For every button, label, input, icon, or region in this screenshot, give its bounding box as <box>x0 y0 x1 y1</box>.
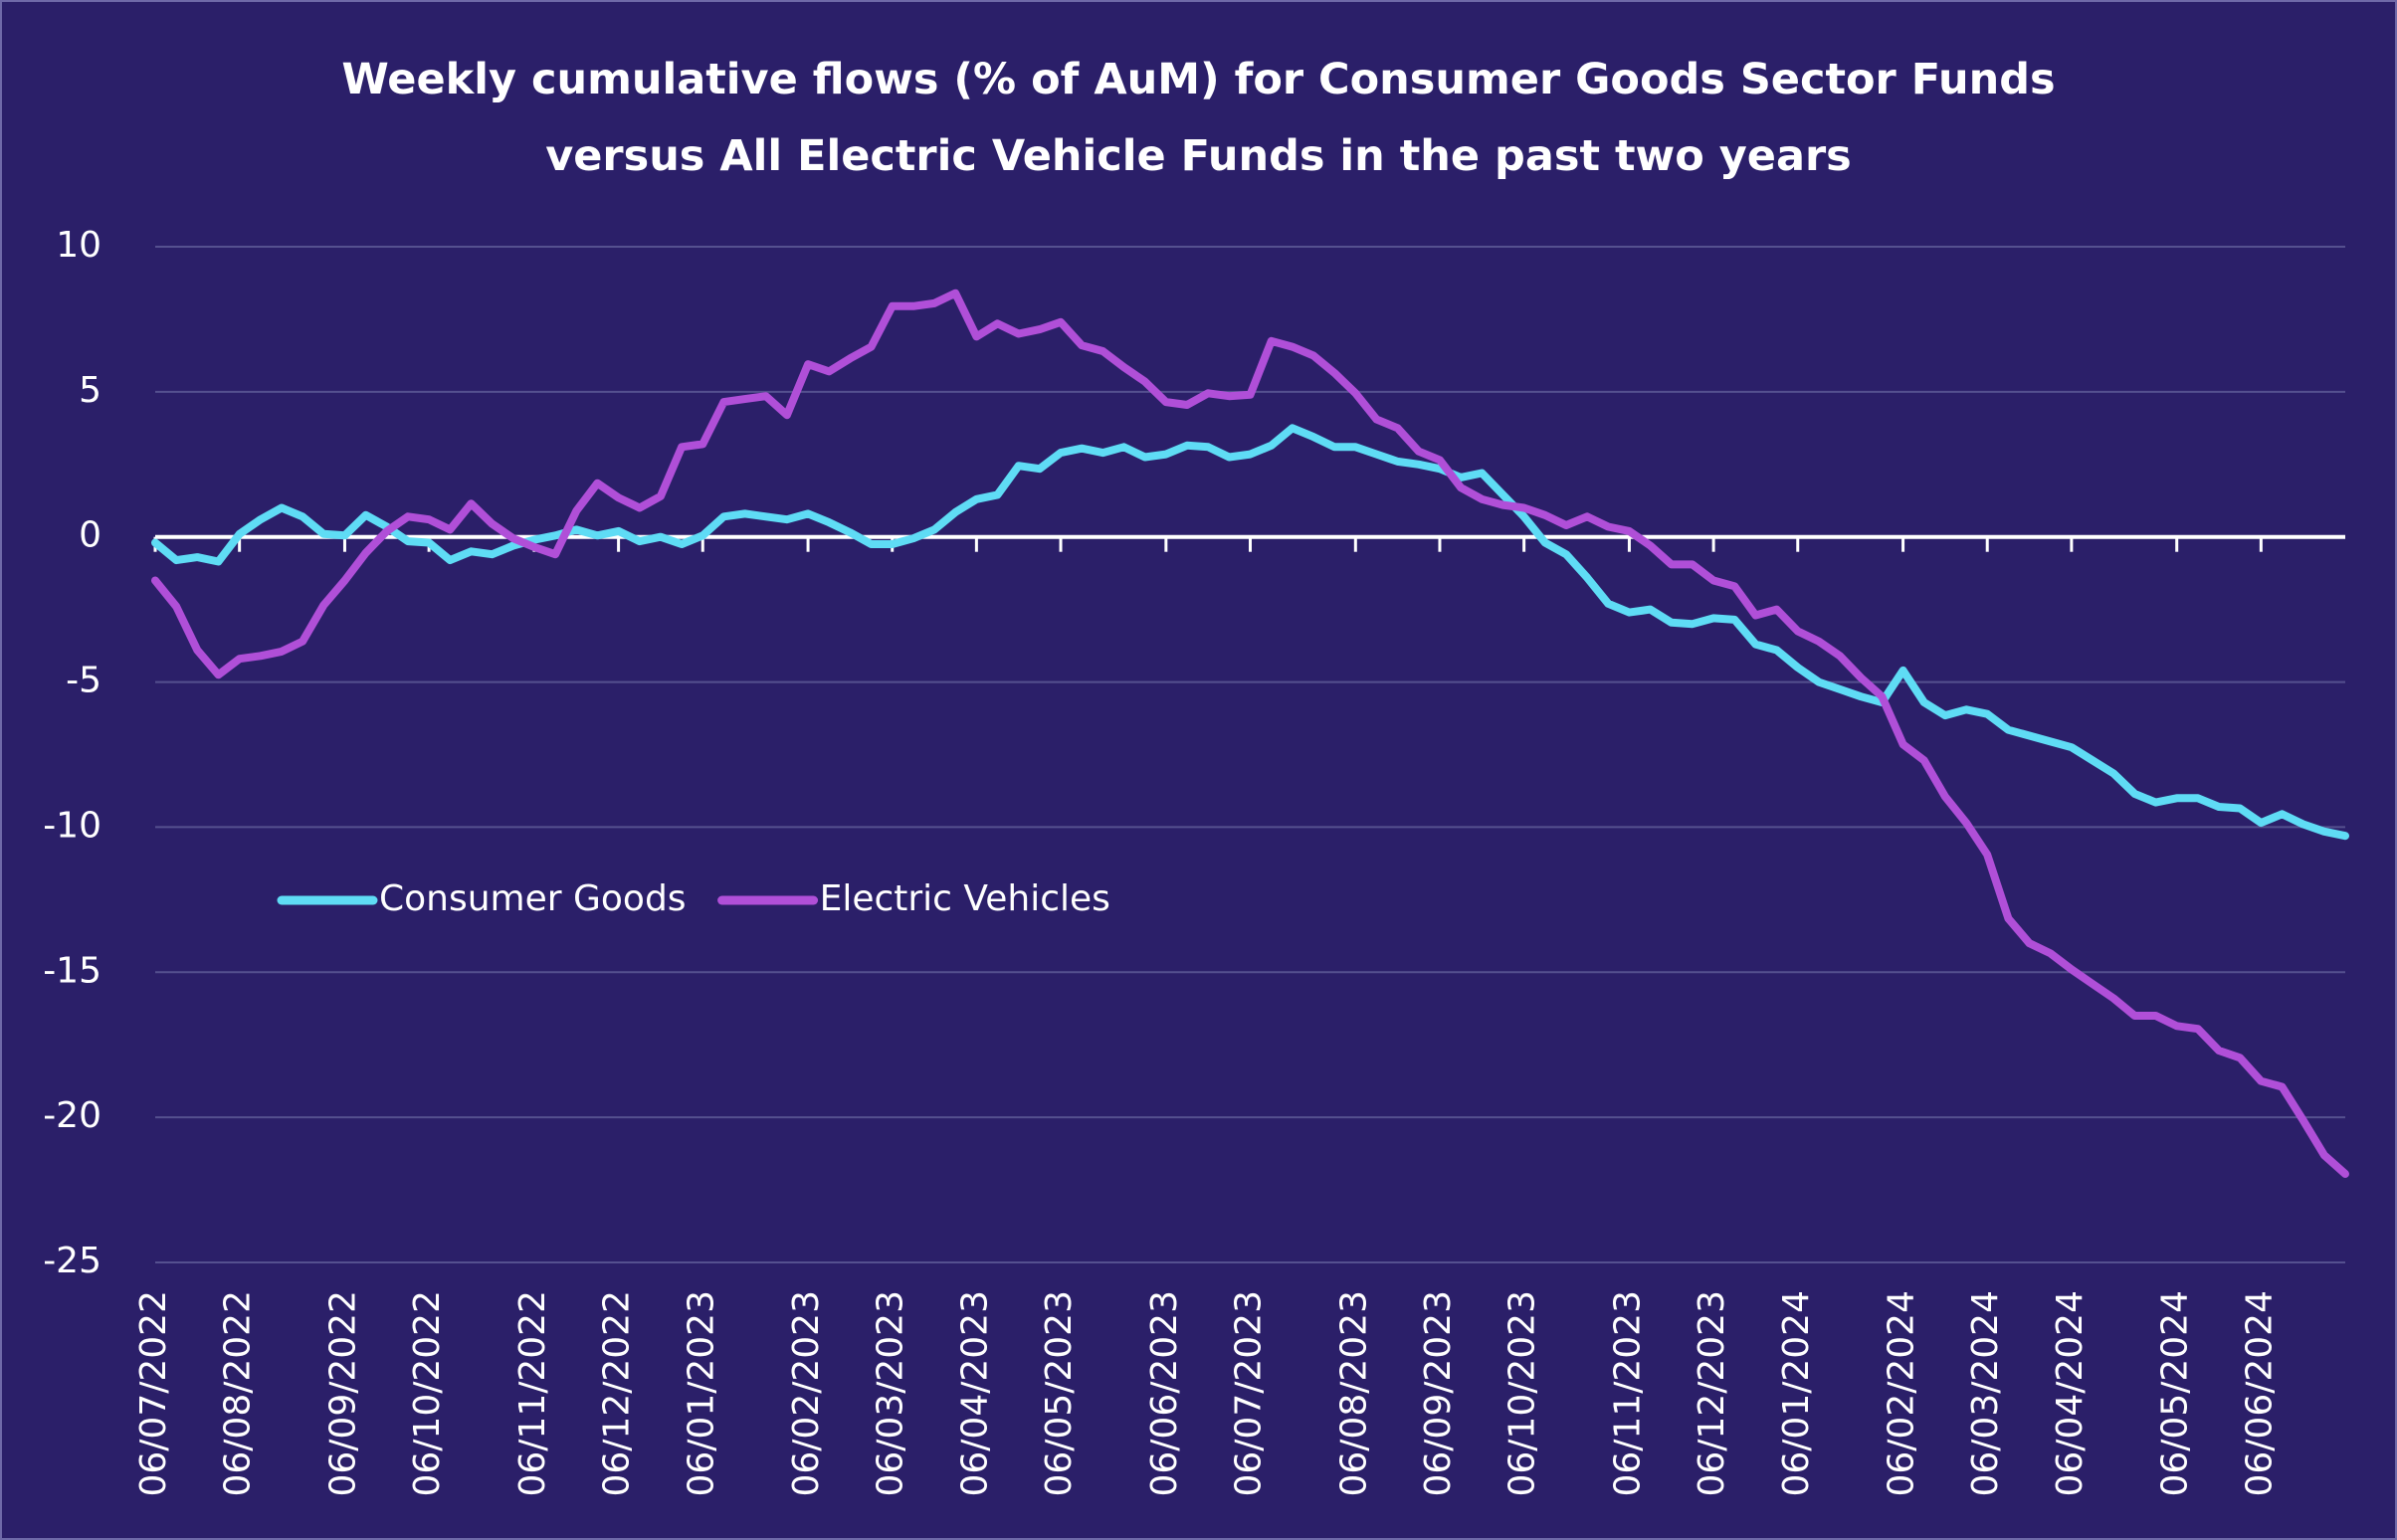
x-tick-label: 06/07/2022 <box>133 1290 174 1497</box>
x-tick-label: 06/03/2024 <box>1965 1290 2006 1497</box>
x-tick-label: 06/08/2022 <box>218 1290 259 1497</box>
y-tick-label: -20 <box>43 1095 101 1136</box>
series-line <box>151 424 2349 841</box>
x-tick-label: 06/10/2023 <box>1502 1290 1543 1497</box>
y-tick-label: 5 <box>79 370 101 411</box>
x-tick-label: 06/05/2024 <box>2155 1290 2196 1497</box>
x-tick-label: 06/09/2023 <box>1418 1290 1459 1497</box>
x-tick-label: 06/12/2022 <box>597 1290 638 1497</box>
legend-label: Electric Vehicles <box>820 878 1110 919</box>
y-tick-label: -10 <box>43 805 101 846</box>
x-tick-label: 06/04/2023 <box>954 1290 995 1497</box>
x-tick-label: 06/09/2022 <box>322 1290 363 1497</box>
x-tick-label: 06/10/2022 <box>407 1290 448 1497</box>
x-tick-label: 06/01/2023 <box>681 1290 721 1497</box>
x-tick-label: 06/12/2023 <box>1692 1290 1732 1497</box>
y-tick-label: -15 <box>43 950 101 991</box>
x-tick-label: 06/06/2024 <box>2239 1290 2280 1497</box>
x-tick-label: 06/02/2024 <box>1882 1290 1922 1497</box>
x-tick-label: 06/03/2023 <box>871 1290 911 1497</box>
chart-title: Weekly cumulative flows (% of AuM) for C… <box>341 55 2056 181</box>
x-tick-label: 06/11/2023 <box>1607 1290 1648 1497</box>
y-tick-label: 0 <box>79 515 101 556</box>
y-tick-label: 10 <box>56 225 101 266</box>
y-tick-label: -5 <box>66 661 101 701</box>
x-tick-label: 06/01/2024 <box>1776 1290 1817 1497</box>
x-tick-label: 06/11/2022 <box>512 1290 553 1497</box>
series-line <box>151 289 2349 1178</box>
x-tick-label: 06/05/2023 <box>1039 1290 1080 1497</box>
x-tick-label: 06/06/2023 <box>1144 1290 1185 1497</box>
legend-label: Consumer Goods <box>379 878 687 919</box>
y-tick-label: -25 <box>43 1241 101 1281</box>
x-tick-label: 06/02/2023 <box>786 1290 827 1497</box>
x-tick-label: 06/08/2023 <box>1333 1290 1374 1497</box>
x-tick-label: 06/07/2023 <box>1229 1290 1270 1497</box>
x-tick-label: 06/04/2024 <box>2050 1290 2091 1497</box>
